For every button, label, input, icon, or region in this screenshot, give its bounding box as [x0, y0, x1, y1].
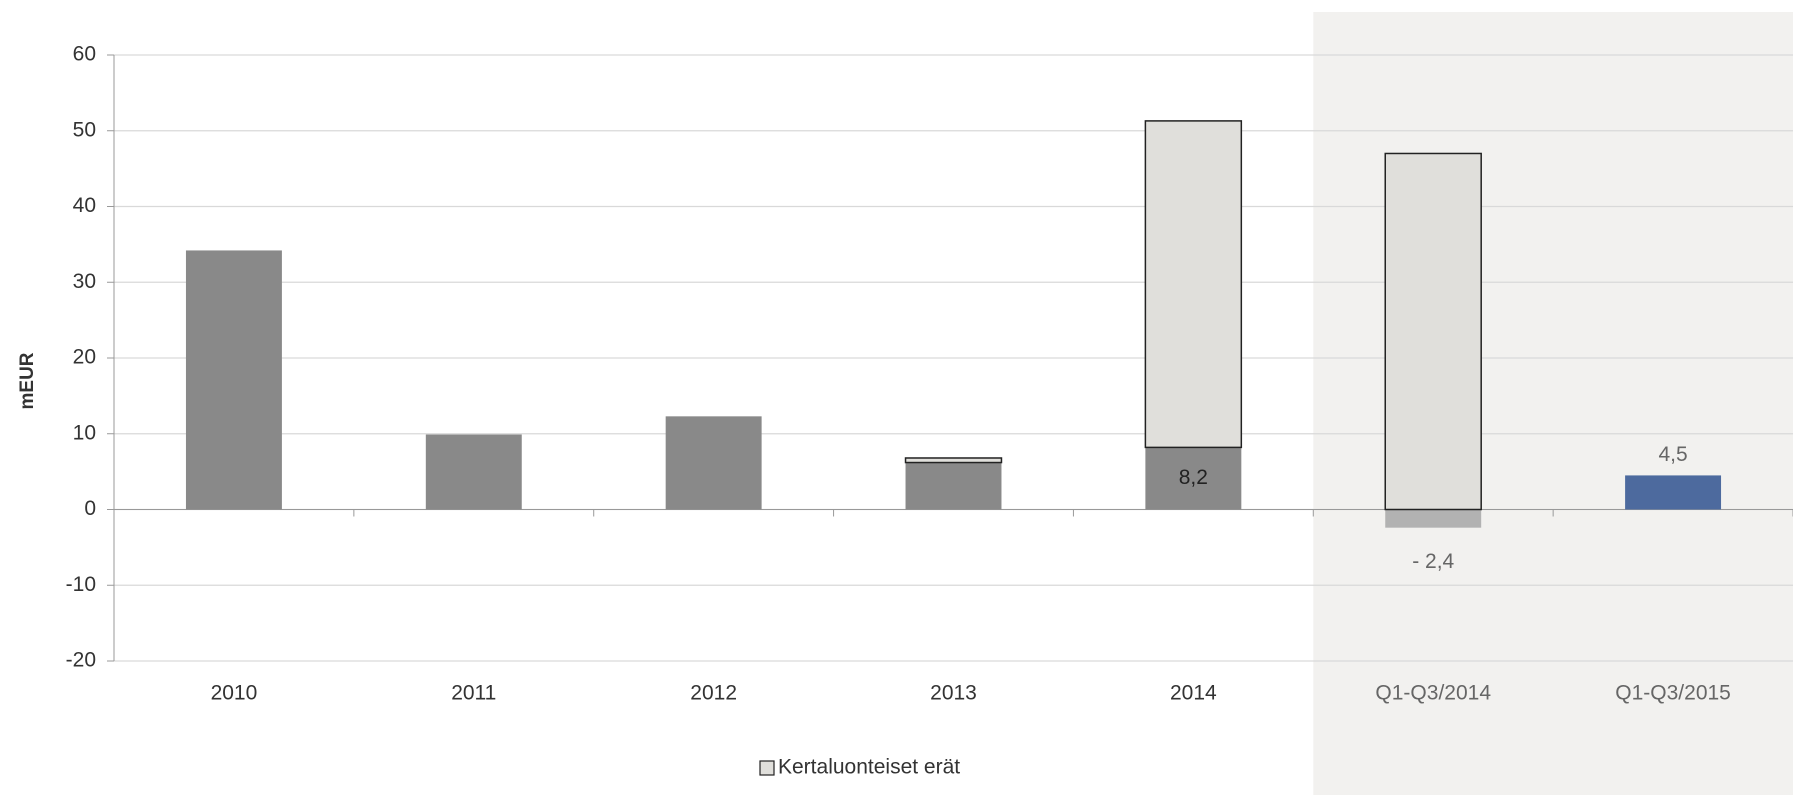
x-tick-label: Q1-Q3/2014: [1375, 682, 1491, 705]
bar: [665, 416, 762, 510]
bar: [1145, 447, 1242, 510]
legend-swatch: [759, 760, 775, 776]
y-tick-label: 30: [73, 270, 96, 293]
data-label: 4,5: [1658, 443, 1687, 466]
data-label: - 2,4: [1412, 550, 1454, 573]
bar: [905, 462, 1002, 510]
y-tick-label: 40: [73, 194, 96, 217]
x-tick-label: 2014: [1170, 682, 1217, 705]
bar: [1384, 152, 1482, 511]
bar: [425, 434, 522, 510]
bar: [904, 457, 1003, 464]
x-tick-label: 2011: [451, 682, 496, 705]
bar: [1385, 509, 1482, 528]
bar: [185, 250, 282, 510]
y-tick-label: 0: [84, 497, 96, 520]
data-label: 8,2: [1179, 466, 1208, 489]
y-tick-label: 20: [73, 346, 96, 369]
y-tick-label: 60: [73, 43, 96, 66]
y-tick-label: 50: [73, 118, 96, 141]
y-tick-label: -20: [66, 649, 96, 672]
x-tick-label: 2010: [211, 682, 258, 705]
y-tick-label: -10: [66, 573, 96, 596]
y-axis-label: mEUR: [17, 352, 38, 409]
x-tick-label: Q1-Q3/2015: [1615, 682, 1731, 705]
bar: [1625, 475, 1722, 510]
bar: [1144, 120, 1243, 449]
x-tick-label: 2012: [690, 682, 737, 705]
x-tick-label: 2013: [930, 682, 977, 705]
legend-label: Kertaluonteiset erät: [778, 756, 960, 779]
y-tick-label: 10: [73, 421, 96, 444]
